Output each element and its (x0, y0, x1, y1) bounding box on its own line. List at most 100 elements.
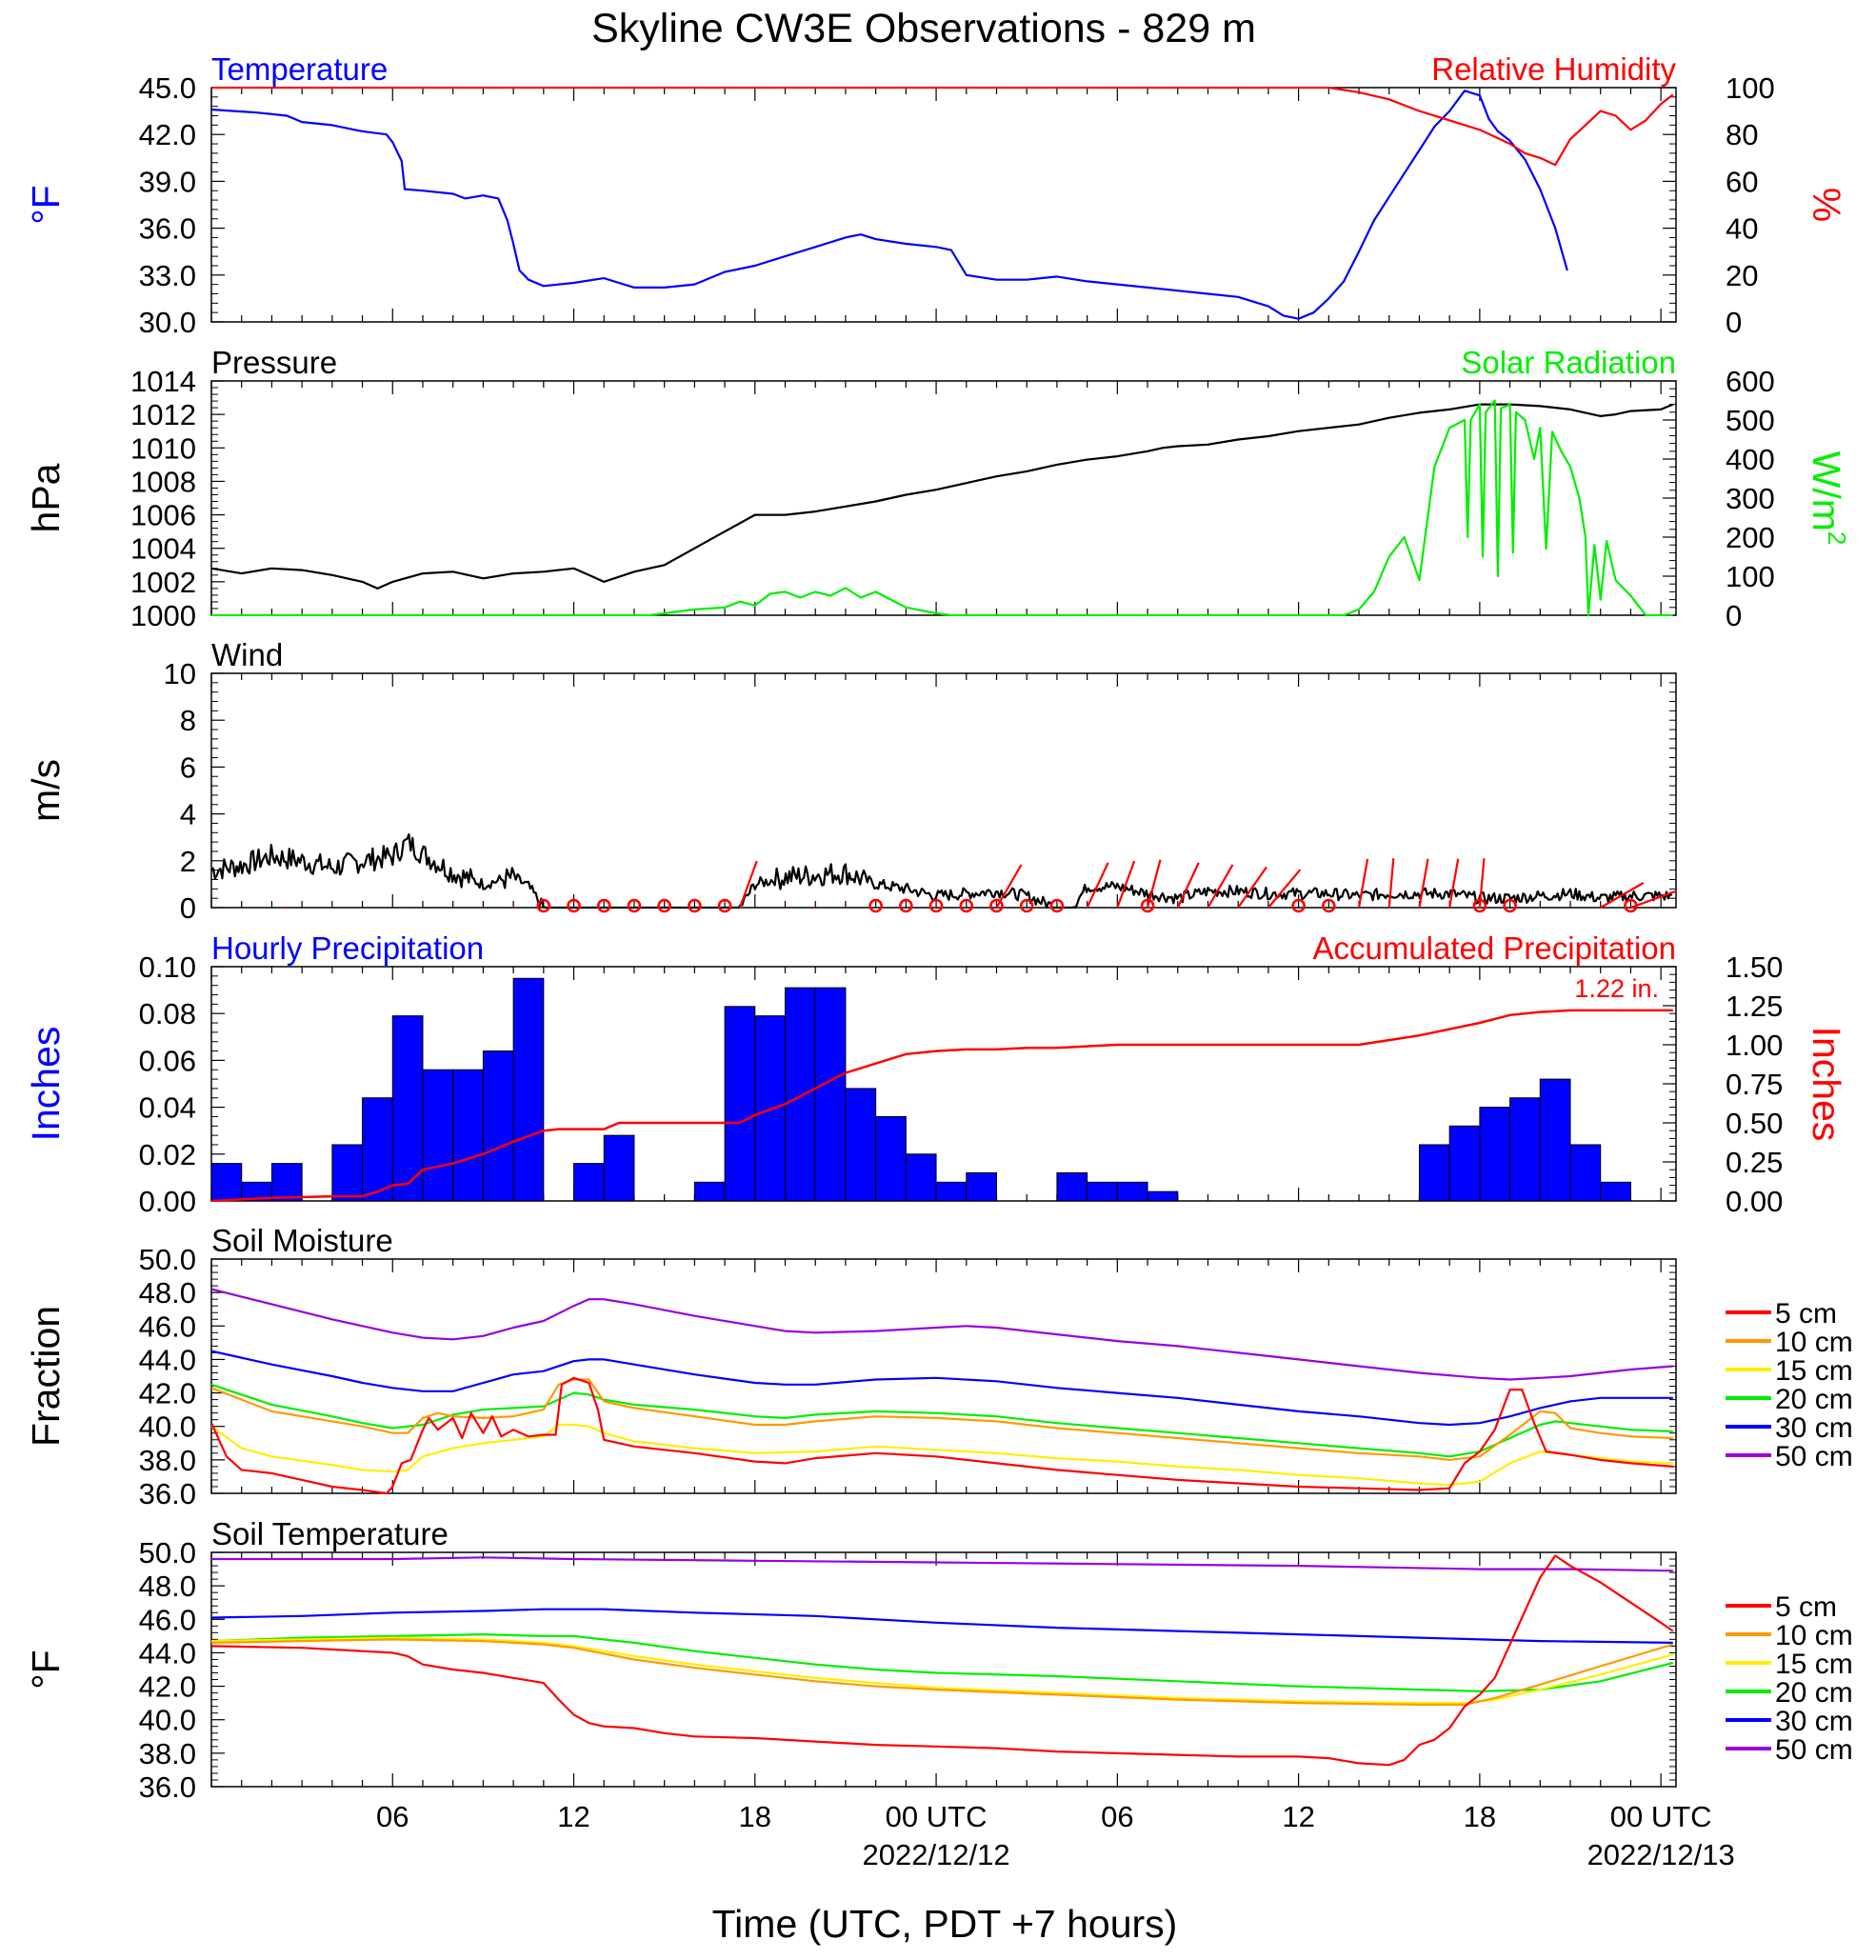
y-tick-label: 33.0 (139, 259, 196, 292)
accumulated-precip-line (211, 1009, 1673, 1202)
calm-wind-marker (1019, 898, 1034, 913)
hourly-precip-bar (270, 1163, 303, 1202)
y-tick-label-right: 500 (1726, 404, 1775, 437)
panel-title-left: Hourly Precipitation (211, 930, 484, 966)
y-tick-label-right: 0.25 (1726, 1146, 1783, 1179)
y-axis-label-left: °F (24, 1650, 68, 1689)
y-tick-label-right: 1.00 (1726, 1029, 1783, 1062)
wind-direction-barb (1387, 858, 1395, 909)
hourly-precip-bar (482, 1050, 514, 1202)
x-tick-label: 18 (739, 1800, 771, 1833)
legend-label: 30 cm (1775, 1412, 1853, 1444)
series-green (211, 399, 1673, 616)
hourly-precip-bar (512, 977, 545, 1202)
calm-wind-marker (627, 898, 642, 913)
hourly-precip-bar (785, 987, 816, 1202)
wind-direction-barb (1116, 860, 1136, 909)
calm-wind-marker (989, 898, 1004, 913)
hourly-precip-bar (331, 1144, 364, 1202)
hourly-precip-bar (1116, 1181, 1148, 1202)
x-tick-label: 00 UTC (1610, 1800, 1712, 1833)
calm-wind-marker (1049, 898, 1065, 913)
y-tick-label-right: 300 (1726, 482, 1775, 515)
panel-title-left: Soil Temperature (211, 1516, 449, 1551)
y-tick-label: 0.08 (139, 997, 196, 1030)
plot-area (211, 399, 1674, 616)
legend-label: 15 cm (1775, 1355, 1853, 1387)
calm-wind-marker (596, 898, 611, 913)
hourly-precip-bar (362, 1097, 393, 1202)
x-tick-label: 12 (1282, 1800, 1314, 1833)
y-tick-label: 36.0 (139, 212, 196, 246)
y-tick-label-right: 100 (1726, 71, 1775, 105)
y-tick-label: 36.0 (139, 1477, 196, 1510)
wind-direction-barb (1600, 882, 1645, 909)
calm-wind-marker (928, 898, 944, 913)
panel-title-right: Relative Humidity (1431, 51, 1676, 87)
wind-direction-barb (1267, 869, 1302, 909)
y-tick-label-right: 0.75 (1726, 1068, 1783, 1101)
panel-title-left: Pressure (211, 345, 337, 380)
calm-wind-marker (1472, 898, 1487, 913)
series-10-cm (211, 1638, 1674, 1707)
y-tick-label: 44.0 (139, 1636, 196, 1670)
x-tick-label: 00 UTC (886, 1800, 988, 1833)
y-tick-label: 1000 (130, 599, 196, 632)
calm-wind-marker (567, 898, 581, 913)
y-tick-label: 48.0 (139, 1276, 196, 1310)
x-tick-date-label: 2022/12/13 (1587, 1838, 1735, 1871)
series-blue (211, 90, 1568, 320)
y-tick-label: 30.0 (139, 306, 196, 339)
y-tick-label: 50.0 (139, 1536, 196, 1570)
y-tick-label-right: 0.00 (1726, 1185, 1783, 1218)
y-tick-label-right: 1.50 (1726, 950, 1783, 984)
y-tick-label: 6 (180, 750, 196, 784)
hourly-precip-bar (1539, 1078, 1571, 1202)
y-tick-label: 46.0 (139, 1603, 196, 1636)
y-tick-label: 0 (180, 891, 196, 925)
plot-area (211, 87, 1674, 320)
calm-wind-marker (899, 898, 913, 913)
y-tick-label: 48.0 (139, 1570, 196, 1603)
legend-label: 20 cm (1775, 1677, 1853, 1709)
accumulated-precip-annotation: 1.22 in. (1574, 974, 1659, 1003)
hourly-precip-bar (1479, 1107, 1511, 1202)
hourly-precip-bar (1056, 1171, 1088, 1202)
hourly-precip-bar (1448, 1125, 1481, 1202)
panel-title-right: Solar Radiation (1461, 345, 1676, 380)
legend-label: 10 cm (1775, 1327, 1853, 1358)
legend-label: 30 cm (1775, 1706, 1853, 1737)
series-15-cm (211, 1423, 1673, 1487)
y-tick-label-right: 60 (1726, 165, 1758, 198)
panel-title-right: Accumulated Precipitation (1312, 930, 1676, 966)
calm-wind-marker (868, 898, 883, 913)
panel-temp_rh: 30.0 33.0 36.0 39.0 42.0 45.0 0 20 40 60 80 100 Temp… (24, 51, 1848, 339)
wind-direction-barb (1176, 862, 1200, 909)
y-tick-label: 0.02 (139, 1138, 196, 1171)
wind-direction-barb (1207, 864, 1234, 909)
y-tick-label-right: 80 (1726, 118, 1758, 151)
series-50-cm (211, 1288, 1673, 1381)
hourly-precip-bar (1418, 1144, 1450, 1202)
hourly-precip-bar (1147, 1190, 1179, 1202)
hourly-precip-bar (814, 987, 847, 1202)
x-tick-label: 12 (557, 1800, 589, 1833)
y-tick-label-right: 0 (1726, 306, 1742, 339)
y-tick-label: 38.0 (139, 1737, 196, 1770)
y-tick-label-right: 0.50 (1726, 1107, 1783, 1140)
y-tick-label: 1012 (130, 398, 196, 431)
hourly-precip-bar (1569, 1144, 1602, 1202)
hourly-precip-bar (422, 1069, 454, 1202)
hourly-precip-bar (875, 1115, 907, 1202)
figure-title: Skyline CW3E Observations - 829 m (591, 6, 1256, 51)
calm-wind-marker (657, 898, 671, 913)
x-tick-label: 18 (1464, 1800, 1496, 1833)
calm-wind-marker (1140, 898, 1155, 913)
hourly-precip-bar (1509, 1097, 1541, 1202)
y-tick-label-right: 20 (1726, 259, 1758, 292)
y-tick-label: 39.0 (139, 165, 196, 198)
panel-precip: 0.00 0.02 0.04 0.06 0.08 0.10 0.00 0.25 0.50 0.75… (24, 930, 1848, 1218)
y-tick-label-right: 1.25 (1726, 990, 1783, 1023)
legend-label: 20 cm (1775, 1384, 1853, 1415)
